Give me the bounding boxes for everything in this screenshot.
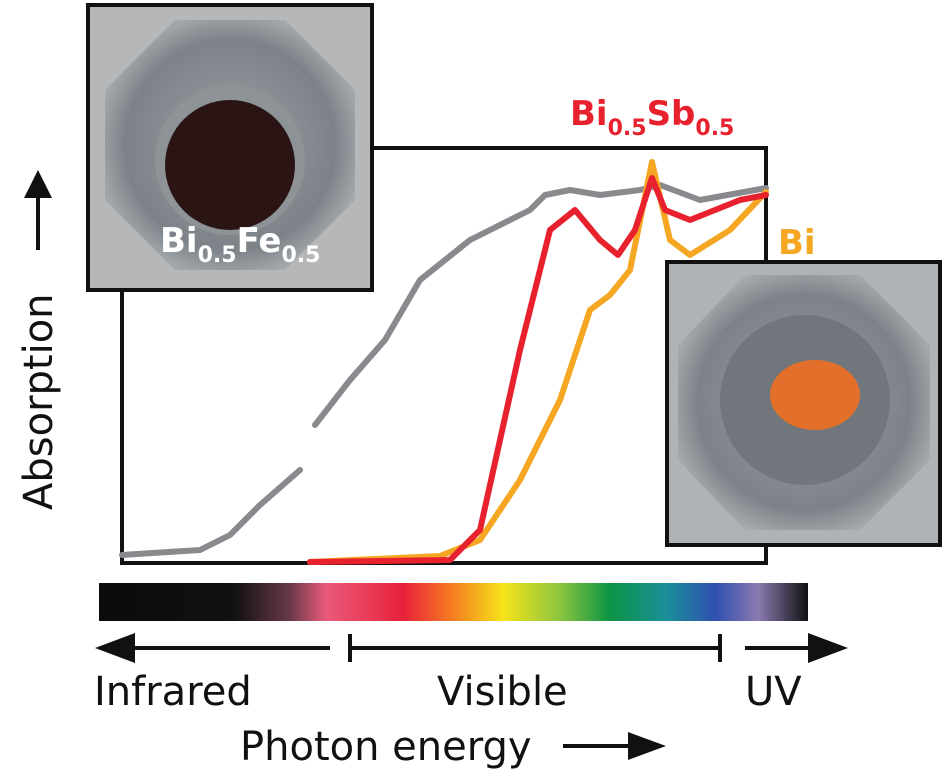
curve-bi [307,159,769,565]
photo-bi [665,260,942,547]
curve-bife [119,467,303,558]
region-arrows [95,633,848,663]
x-axis-label: Photon energy [240,724,532,770]
photo-bife [86,3,374,292]
spectrum-bar [99,583,808,621]
region-label: Visible [437,669,568,715]
y-arrow [24,170,52,250]
curve-bisb [307,175,769,565]
y-axis-label: Absorption [16,293,62,510]
region-label: Infrared [94,669,252,715]
label-bife: Bi0.5Fe0.5 [160,221,320,268]
label-bisb: Bi0.5Sb0.5 [570,94,734,141]
x-arrow [563,732,666,760]
region-label: UV [745,669,802,715]
label-bi: Bi [778,223,816,263]
